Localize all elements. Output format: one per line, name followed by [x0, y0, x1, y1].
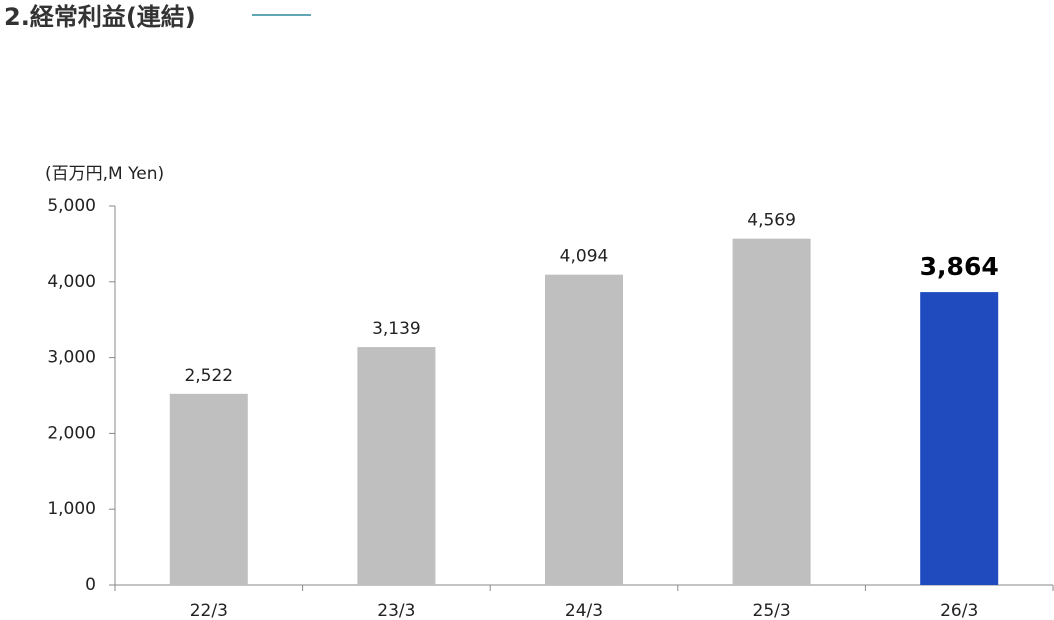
x-tick-label: 23/3	[377, 601, 415, 620]
y-tick-label: 0	[85, 575, 96, 595]
x-tick-label: 24/3	[565, 601, 603, 620]
bar	[545, 274, 623, 585]
chart-title: 2.経常利益(連結)	[4, 3, 196, 31]
value-label: 4,569	[747, 211, 796, 231]
value-label: 4,094	[560, 247, 609, 267]
y-tick-label: 5,000	[47, 196, 96, 216]
value-label: 3,139	[372, 319, 421, 339]
bar	[920, 292, 999, 585]
value-label: 2,522	[184, 366, 233, 386]
value-label: 3,864	[920, 252, 999, 281]
y-tick-label: 4,000	[47, 272, 96, 292]
bar	[169, 393, 248, 585]
y-tick-label: 2,000	[47, 423, 96, 443]
bar	[357, 347, 436, 585]
bar	[732, 238, 811, 585]
y-axis-label: (百万円,M Yen)	[45, 164, 164, 184]
y-tick-label: 1,000	[47, 499, 96, 519]
y-tick-label: 3,000	[47, 348, 96, 368]
x-tick-label: 22/3	[190, 601, 228, 620]
x-tick-label: 26/3	[940, 601, 978, 620]
x-tick-label: 25/3	[753, 601, 791, 620]
